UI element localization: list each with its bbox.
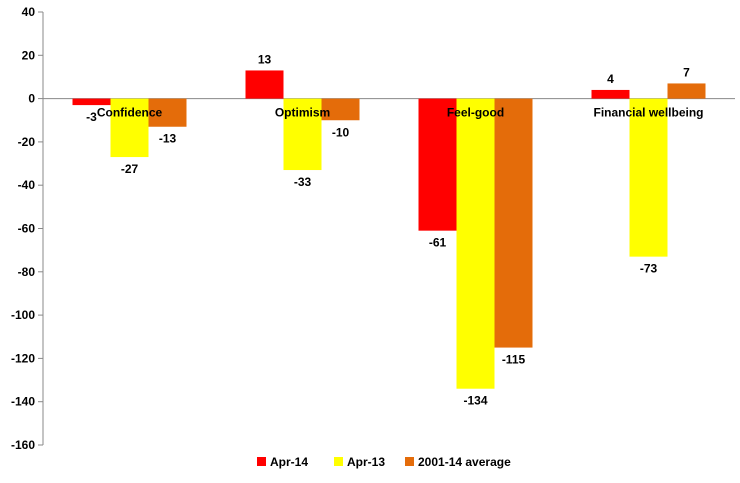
data-label: -73 — [640, 262, 658, 276]
y-tick-label: 40 — [22, 5, 36, 19]
bar — [591, 89, 630, 99]
bar — [494, 98, 533, 348]
data-label: -27 — [121, 162, 139, 176]
bar — [72, 98, 111, 106]
bar — [456, 98, 495, 389]
legend-label: 2001-14 average — [418, 455, 511, 469]
data-label: -134 — [463, 394, 487, 408]
legend-swatch — [257, 457, 266, 466]
y-tick-label: -20 — [18, 135, 36, 149]
data-label: -33 — [294, 175, 312, 189]
legend-swatch — [334, 457, 343, 466]
category-label: Confidence — [97, 106, 163, 120]
data-label: -13 — [159, 132, 177, 146]
bar — [283, 98, 322, 171]
legend-label: Apr-14 — [270, 455, 308, 469]
data-label: -10 — [332, 125, 350, 139]
category-label: Feel-good — [447, 106, 504, 120]
category-label: Financial wellbeing — [593, 106, 703, 120]
data-label: 13 — [258, 52, 272, 66]
data-label: -3 — [86, 110, 97, 124]
y-tick-label: -160 — [11, 438, 35, 452]
y-tick-label: -60 — [18, 222, 36, 236]
bar — [418, 98, 457, 231]
bar — [110, 98, 149, 158]
y-tick-label: -140 — [11, 395, 35, 409]
bar — [245, 70, 284, 99]
legend-label: Apr-13 — [347, 455, 385, 469]
bar — [148, 98, 187, 127]
data-label: 7 — [683, 65, 690, 79]
y-tick-label: -80 — [18, 265, 36, 279]
y-tick-label: -100 — [11, 308, 35, 322]
y-tick-label: -40 — [18, 178, 36, 192]
data-label: -115 — [502, 353, 526, 367]
bar — [321, 98, 360, 121]
bar — [629, 98, 668, 257]
data-label: -61 — [429, 236, 447, 250]
bar — [667, 83, 706, 99]
legend-swatch — [405, 457, 414, 466]
category-label: Optimism — [275, 106, 330, 120]
y-tick-label: -120 — [11, 351, 35, 365]
data-label: 4 — [607, 72, 614, 86]
y-tick-label: 20 — [22, 48, 36, 62]
y-tick-label: 0 — [28, 92, 35, 106]
